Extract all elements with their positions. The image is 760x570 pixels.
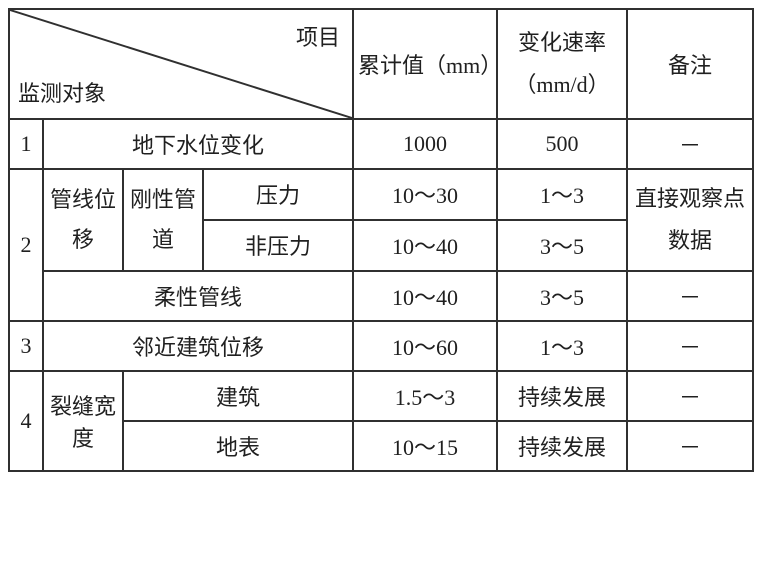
header-remark: 备注	[627, 9, 753, 119]
cell-rate: 持续发展	[497, 421, 627, 471]
table-row: 1 地下水位变化 1000 500 －	[9, 119, 753, 169]
rigid-pipe-group: 刚性管道	[123, 169, 203, 271]
building-label: 建筑	[123, 371, 353, 421]
header-object-label: 监测对象	[18, 76, 106, 108]
table-row: 3 邻近建筑位移 10～60 1～3 －	[9, 321, 753, 371]
cell-rate: 持续发展	[497, 371, 627, 421]
cell-remark: －	[627, 321, 753, 371]
row-number: 1	[9, 119, 43, 169]
row-number: 2	[9, 169, 43, 321]
monitoring-table-container: 项目 监测对象 累计值（mm） 变化速率（mm/d） 备注 1 地下水位变化 1…	[8, 8, 752, 472]
cell-remark: －	[627, 119, 753, 169]
nonpressure-label: 非压力	[203, 220, 353, 271]
cell-remark: －	[627, 271, 753, 321]
cell-cumulative: 10～40	[353, 271, 497, 321]
pressure-label: 压力	[203, 169, 353, 220]
row-name: 邻近建筑位移	[43, 321, 353, 371]
table-row: 4 裂缝宽度 建筑 1.5～3 持续发展 －	[9, 371, 753, 421]
table-header-row: 项目 监测对象 累计值（mm） 变化速率（mm/d） 备注	[9, 9, 753, 119]
row-name: 地下水位变化	[43, 119, 353, 169]
row-number: 3	[9, 321, 43, 371]
header-project-label: 项目	[296, 20, 340, 52]
cell-cumulative: 1000	[353, 119, 497, 169]
cell-cumulative: 10～60	[353, 321, 497, 371]
cell-cumulative: 1.5～3	[353, 371, 497, 421]
cell-cumulative: 10～15	[353, 421, 497, 471]
header-rate: 变化速率（mm/d）	[497, 9, 627, 119]
row-number: 4	[9, 371, 43, 471]
cell-rate: 1～3	[497, 169, 627, 220]
monitoring-table: 项目 监测对象 累计值（mm） 变化速率（mm/d） 备注 1 地下水位变化 1…	[8, 8, 754, 472]
pipeline-group: 管线位移	[43, 169, 123, 271]
cell-cumulative: 10～40	[353, 220, 497, 271]
flexible-pipe-label: 柔性管线	[43, 271, 353, 321]
table-row: 柔性管线 10～40 3～5 －	[9, 271, 753, 321]
cell-rate: 1～3	[497, 321, 627, 371]
cell-rate: 3～5	[497, 220, 627, 271]
diagonal-header-cell: 项目 监测对象	[9, 9, 353, 119]
surface-label: 地表	[123, 421, 353, 471]
cell-remark: －	[627, 421, 753, 471]
cell-remark: －	[627, 371, 753, 421]
table-row: 2 管线位移 刚性管道 压力 10～30 1～3 直接观察点数据	[9, 169, 753, 220]
crack-width-group: 裂缝宽度	[43, 371, 123, 471]
header-cumulative: 累计值（mm）	[353, 9, 497, 119]
cell-remark-merged: 直接观察点数据	[627, 169, 753, 271]
cell-rate: 500	[497, 119, 627, 169]
cell-cumulative: 10～30	[353, 169, 497, 220]
cell-rate: 3～5	[497, 271, 627, 321]
